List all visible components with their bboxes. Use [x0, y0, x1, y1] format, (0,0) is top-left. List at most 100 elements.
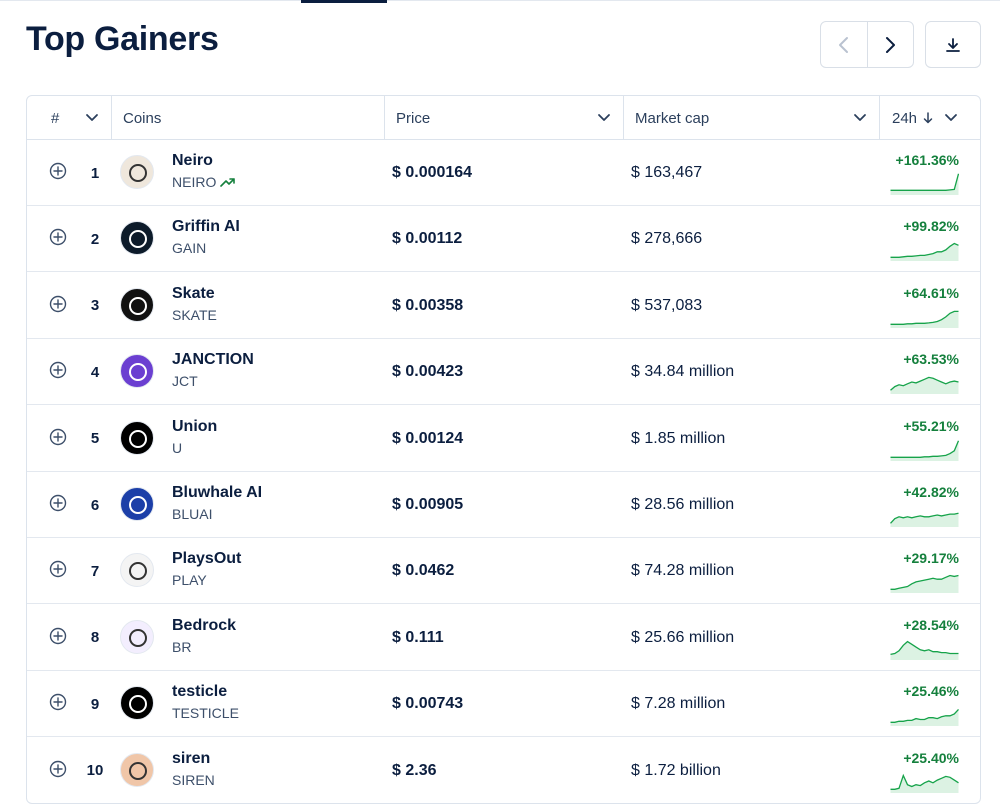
coin-logo-mark: [129, 164, 147, 182]
coin-name[interactable]: Union: [172, 417, 218, 435]
coin-rank: 3: [90, 297, 100, 315]
coin-name[interactable]: siren: [172, 749, 211, 767]
sparkline-area: [890, 377, 959, 395]
coin-symbol-wrap: GAIN: [172, 240, 206, 256]
table-row[interactable]: 7 PlaysOut PLAY $ 0.0462 $ 74.28 million…: [27, 538, 980, 605]
price-sparkline: [890, 173, 959, 195]
coin-logo-mark: [129, 429, 147, 448]
coin-symbol-wrap: TESTICLE: [172, 705, 239, 721]
coin-name[interactable]: PlaysOut: [172, 550, 242, 568]
coin-name[interactable]: Bedrock: [172, 616, 237, 634]
coin-symbol: SIREN: [172, 771, 215, 788]
column-divider: [623, 96, 624, 140]
trending-up-icon: [220, 178, 236, 187]
coin-name[interactable]: Bluwhale AI: [172, 484, 263, 501]
col-header-rank[interactable]: #: [51, 109, 60, 127]
coin-price: $ 0.00743: [392, 695, 464, 713]
prev-page-button[interactable]: [821, 22, 867, 67]
table-row[interactable]: 6 Bluwhale AI BLUAI $ 0.00905 $ 28.56 mi…: [27, 472, 980, 538]
table-row[interactable]: 5 Union U $ 0.00124 $ 1.85 million +55.2…: [27, 406, 980, 472]
add-to-watchlist-icon[interactable]: [49, 361, 67, 379]
add-to-watchlist-icon[interactable]: [49, 228, 67, 246]
col-header-24h[interactable]: 24h: [892, 96, 933, 140]
coin-rank: 9: [90, 695, 100, 713]
coin-name[interactable]: Neiro: [172, 152, 213, 169]
chevron-right-icon: [886, 36, 896, 53]
table-row[interactable]: 9 testicle TESTICLE $ 0.00743 $ 7.28 mil…: [27, 671, 980, 738]
coin-logo[interactable]: [120, 155, 154, 189]
coin-symbol-wrap: SKATE: [172, 307, 217, 323]
sparkline-line: [890, 243, 959, 259]
coin-symbol: U: [172, 439, 183, 456]
coin-price: $ 0.00423: [392, 363, 464, 381]
page-title: Top Gainers: [26, 20, 219, 58]
sparkline-line: [890, 512, 959, 524]
download-icon: [946, 37, 960, 52]
add-to-watchlist-icon[interactable]: [49, 295, 67, 313]
coin-logo[interactable]: [120, 287, 154, 322]
chevron-down-icon[interactable]: [944, 112, 958, 124]
sparkline-area: [890, 440, 959, 461]
table-row[interactable]: 2 Griffin AI GAIN $ 0.00112 $ 278,666 +9…: [27, 206, 980, 273]
coin-symbol: GAIN: [172, 240, 207, 257]
coin-price: $ 0.00358: [392, 296, 464, 314]
add-to-watchlist-icon[interactable]: [49, 428, 67, 446]
coin-24h-change: +29.17%: [903, 550, 959, 567]
sparkline-area: [890, 173, 959, 195]
add-to-watchlist-icon[interactable]: [49, 627, 67, 645]
coin-symbol: JCT: [172, 373, 198, 390]
sparkline-line: [890, 376, 959, 391]
add-to-watchlist-icon[interactable]: [49, 760, 67, 778]
table-row[interactable]: 8 Bedrock BR $ 0.111 $ 25.66 million +28…: [27, 605, 980, 671]
table-row[interactable]: 3 Skate SKATE $ 0.00358 $ 537,083 +64.61…: [27, 273, 980, 339]
coin-market-cap: $ 74.28 million: [631, 562, 735, 580]
add-to-watchlist-icon[interactable]: [49, 162, 67, 180]
coin-logo[interactable]: [120, 686, 154, 721]
sparkline-area: [890, 575, 959, 594]
coin-logo[interactable]: [120, 354, 154, 389]
price-sparkline: [890, 243, 959, 262]
table-row[interactable]: 10 siren SIREN $ 2.36 $ 1.72 billion +25…: [27, 738, 980, 803]
coin-price: $ 0.00905: [392, 496, 464, 513]
coin-name[interactable]: Skate: [172, 284, 215, 302]
col-header-market-cap[interactable]: Market cap: [635, 109, 710, 127]
coin-rank: 10: [86, 762, 104, 780]
coin-price: $ 0.0462: [392, 562, 455, 580]
coin-logo[interactable]: [120, 221, 154, 256]
coin-name[interactable]: testicle: [172, 683, 228, 701]
table-row[interactable]: 4 JANCTION JCT $ 0.00423 $ 34.84 million…: [27, 339, 980, 406]
coin-logo[interactable]: [120, 420, 154, 455]
coin-logo[interactable]: [120, 487, 154, 521]
sparkline-area: [890, 641, 959, 660]
coin-logo-mark: [129, 296, 147, 315]
add-to-watchlist-icon[interactable]: [49, 494, 67, 512]
coin-24h-change: +99.82%: [903, 218, 959, 235]
chevron-down-icon[interactable]: [85, 112, 99, 124]
coin-logo[interactable]: [120, 752, 154, 787]
chevron-down-icon[interactable]: [597, 112, 611, 124]
col-header-price[interactable]: Price: [396, 109, 431, 127]
coin-price: $ 2.36: [392, 761, 437, 779]
add-to-watchlist-icon[interactable]: [49, 560, 67, 578]
coin-symbol: PLAY: [172, 572, 207, 589]
sparkline-area: [890, 311, 959, 328]
coin-logo[interactable]: [120, 619, 154, 654]
coin-name[interactable]: JANCTION: [172, 351, 254, 369]
chevron-down-icon[interactable]: [853, 112, 867, 124]
download-button[interactable]: [925, 21, 981, 68]
coin-24h-change: +42.82%: [903, 484, 959, 500]
coin-price: $ 0.00112: [392, 230, 463, 248]
sparkline-area: [890, 243, 959, 262]
table-row[interactable]: 1 Neiro NEIRO $ 0.000164 $ 163,467 +161.…: [27, 140, 980, 206]
coin-logo-mark: [129, 695, 147, 714]
add-to-watchlist-icon[interactable]: [49, 693, 67, 711]
coin-symbol: SKATE: [172, 306, 217, 323]
coin-symbol-wrap: JCT: [172, 373, 198, 389]
coin-logo[interactable]: [120, 553, 154, 588]
next-page-button[interactable]: [866, 22, 914, 67]
price-sparkline: [890, 310, 959, 328]
col-header-coins[interactable]: Coins: [123, 109, 162, 127]
column-divider: [111, 96, 112, 140]
sparkline-area: [890, 709, 959, 727]
coin-name[interactable]: Griffin AI: [172, 218, 240, 236]
